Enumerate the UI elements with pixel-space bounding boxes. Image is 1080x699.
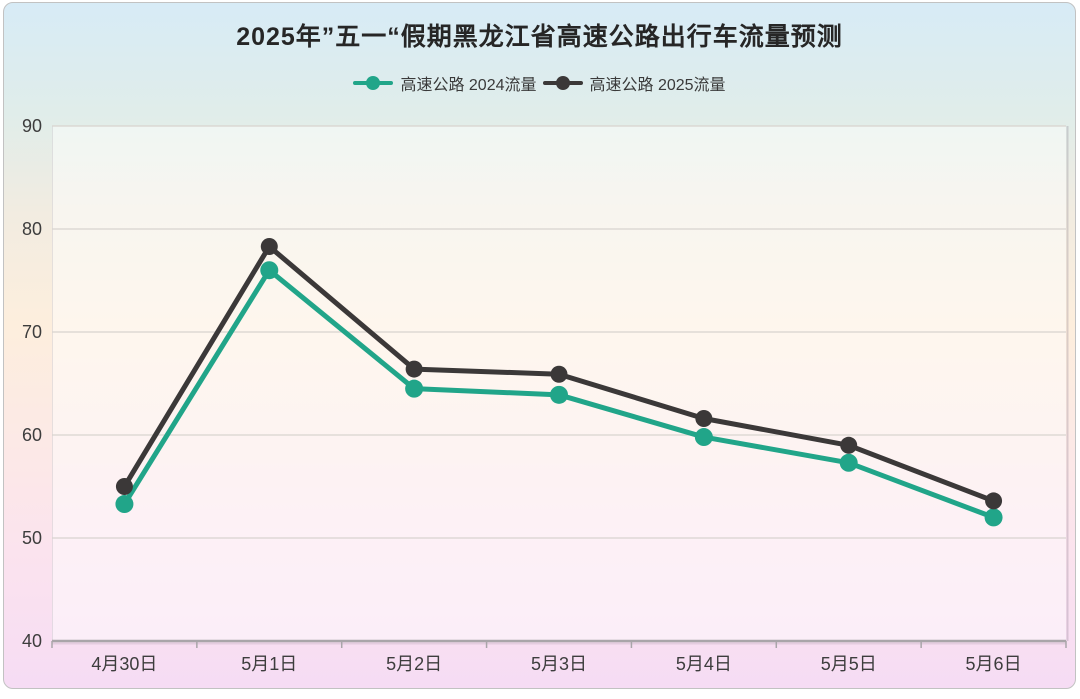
x-tick-label-1: 5月1日 [241,654,297,674]
x-tick-label-0: 4月30日 [91,654,157,674]
x-tick-label-5: 5月5日 [821,654,877,674]
data-point-2025-3 [550,365,568,383]
legend-dot-2024-icon [366,76,381,90]
data-point-2024-1 [260,261,279,280]
data-point-2024-3 [550,385,568,404]
data-point-2024-2 [405,379,424,398]
data-point-2024-0 [115,495,134,514]
line-chart-svg: 40 50 60 70 80 90 4月30日 5月1日 5月2日 5月3日 5月4日 5月5日 5月6… [22,116,1069,674]
data-point-2025-4 [695,410,713,428]
series-line-2025 [121,244,997,504]
x-tick-label-2: 5月2日 [386,654,442,674]
plot-area [52,126,1066,641]
data-point-2024-6 [984,508,1003,527]
data-point-2025-6 [985,492,1003,510]
y-tick-label-40: 40 [22,631,42,651]
y-tick-label-80: 80 [22,219,42,239]
legend-item-2024: 高速公路 2024流量 [353,71,537,95]
data-point-2025-2 [405,360,423,378]
chart-card: 2025年”五一“假期黑龙江省高速公路出行车流量预测 高速公路 2024流量 高… [3,2,1076,689]
x-tick-label-3: 5月3日 [531,654,587,674]
data-point-2025-0 [115,478,133,495]
data-point-2024-5 [839,453,858,472]
y-tick-label-60: 60 [22,425,42,445]
series-line-2024 [121,267,997,520]
legend-label-2025: 高速公路 2025流量 [589,77,726,94]
chart-title: 2025年”五一“假期黑龙江省高速公路出行车流量预测 [236,23,843,51]
legend-dot-2025-icon [555,76,570,90]
data-point-2025-1 [260,238,278,256]
legend-marker-2024-icon [353,74,394,92]
legend-item-2025: 高速公路 2025流量 [542,71,726,95]
legend-marker-2025-icon [542,74,583,92]
legend-label-2024: 高速公路 2024流量 [400,77,537,94]
y-tick-label-50: 50 [22,528,42,548]
y-tick-label-90: 90 [22,116,42,136]
x-tick-label-4: 5月4日 [676,654,732,674]
chart-legend: 高速公路 2024流量 高速公路 2025流量 [4,71,1075,95]
data-point-2025-5 [840,436,858,454]
y-tick-label-70: 70 [22,322,42,342]
data-point-2024-4 [694,428,713,447]
x-tick-label-6: 5月6日 [966,654,1022,674]
